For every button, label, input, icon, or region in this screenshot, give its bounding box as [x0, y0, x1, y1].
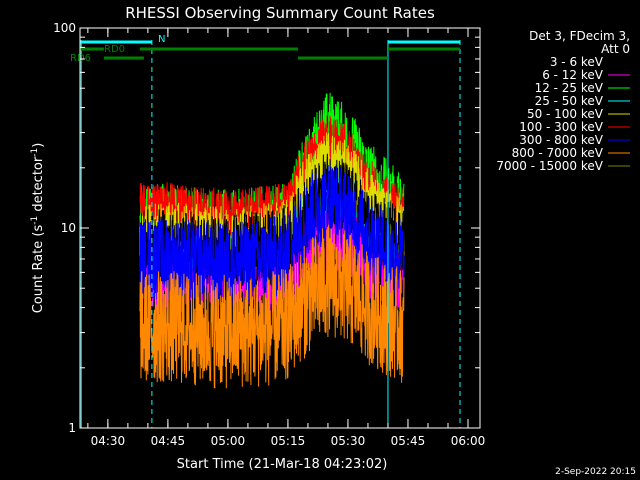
flag-bar-rd0-segment-3	[387, 47, 460, 51]
data-series-layer	[139, 92, 405, 389]
y-tick-label-10: 10	[61, 221, 76, 235]
series-line-800-7000-kev	[139, 224, 405, 389]
y-tick-label-1: 1	[68, 421, 76, 435]
y-axis-label: Count Rate (s-1 detector-1)	[30, 143, 46, 314]
x-tick-label-04:30: 04:30	[91, 434, 126, 448]
legend-label-12-25-kev: 12 - 25 keV	[535, 81, 604, 95]
legend-label-7000-15000-kev: 7000 - 15000 keV	[496, 159, 603, 173]
y-axis-label-end: )	[31, 143, 46, 148]
series-line-3-6-kev	[139, 153, 405, 291]
legend-header-line-1: Det 3, FDecim 3,	[529, 29, 630, 43]
legend-label-800-7000-kev: 800 - 7000 keV	[512, 146, 604, 160]
legend-label-50-100-kev: 50 - 100 keV	[527, 107, 604, 121]
y-tick-label-100: 100	[53, 21, 76, 35]
axis-ticks: 1 10 100 04:30 04:45 05:00 05:15 05:30 05:45 06:0…	[53, 21, 485, 448]
x-tick-label-05:15: 05:15	[271, 434, 306, 448]
x-axis-label: Start Time (21-Mar-18 04:23:02)	[177, 457, 388, 472]
flag-bar-rd6-segment-1	[103, 56, 144, 60]
legend-header-line-2: Att 0	[601, 42, 630, 56]
flag-bar-rd0-segment-1	[80, 47, 104, 51]
x-tick-label-05:30: 05:30	[331, 434, 366, 448]
x-tick-label-05:00: 05:00	[211, 434, 246, 448]
flag-bar-row0-segment-1	[80, 40, 152, 44]
y-axis-label-main: Count Rate (s	[31, 225, 46, 314]
y-axis-label-sup2: -1	[30, 148, 40, 157]
flag-label-rd0: RD0	[104, 44, 125, 55]
y-axis-label-mid: detector	[31, 156, 46, 216]
legend-label-6-12-kev: 6 - 12 keV	[542, 68, 604, 82]
legend-label-3-6-kev: 3 - 6 keV	[550, 55, 604, 69]
legend-label-100-300-kev: 100 - 300 keV	[519, 120, 603, 134]
flag-bar-row0-segment-2	[387, 40, 460, 44]
y-axis-label-sup1: -1	[30, 216, 40, 225]
chart-title: RHESSI Observing Summary Count Rates	[125, 4, 435, 22]
series-line-300-800-kev	[139, 164, 405, 307]
flag-label-n: N	[158, 34, 165, 45]
time-markers	[80, 40, 461, 428]
flag-bar-rd6-segment-2	[297, 56, 388, 60]
x-tick-label-04:45: 04:45	[151, 434, 186, 448]
x-tick-label-06:00: 06:00	[451, 434, 486, 448]
legend-label-25-50-kev: 25 - 50 keV	[535, 94, 604, 108]
x-tick-label-05:45: 05:45	[391, 434, 426, 448]
flag-bar-rd0-segment-2	[139, 47, 298, 51]
date-stamp: 2-Sep-2022 20:15	[555, 467, 636, 477]
legend-label-300-800-kev: 300 - 800 keV	[519, 133, 603, 147]
